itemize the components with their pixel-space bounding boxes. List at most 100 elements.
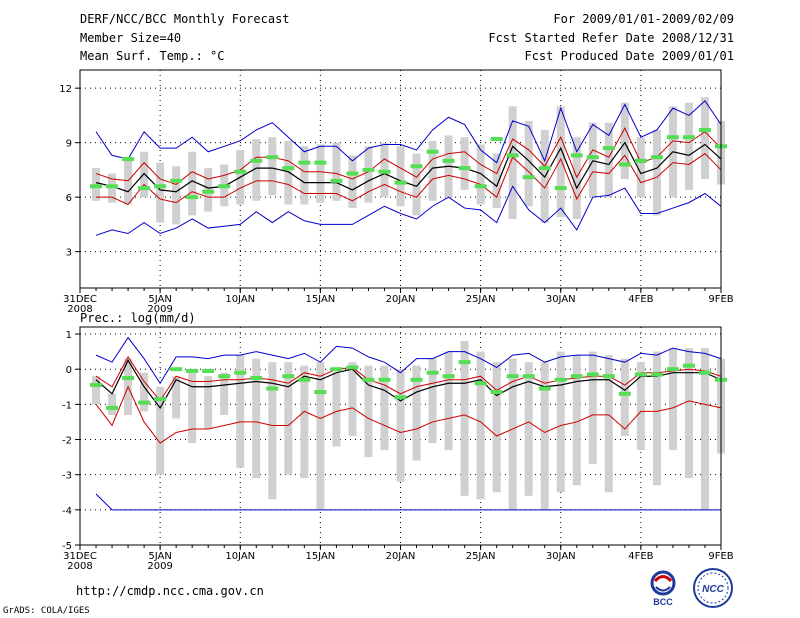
green-marker [666, 367, 679, 372]
ensemble-bar [460, 137, 469, 190]
x-tick-label: 20JAN [386, 551, 416, 562]
red-upper-line [95, 127, 722, 186]
ensemble-bar [364, 146, 373, 203]
ensemble-bar [652, 351, 661, 486]
green-marker [538, 166, 551, 171]
ensemble-bar [284, 362, 293, 475]
y-tick-label: -3 [62, 471, 72, 482]
green-marker [442, 374, 455, 379]
fcst-started-date: Fcst Started Refer Date 2008/12/31 [488, 31, 734, 45]
x-tick-label: 10JAN [225, 551, 255, 562]
green-marker [218, 374, 231, 379]
green-marker [234, 370, 247, 375]
green-marker [666, 135, 679, 140]
variable-label-prec: Prec.: log(mm/d) [80, 311, 196, 325]
green-marker [202, 189, 215, 194]
ensemble-bar [396, 146, 405, 207]
x-tick-year: 2009 [147, 561, 172, 572]
green-marker [330, 367, 343, 372]
ensemble-bar [700, 97, 709, 179]
ensemble-bar [140, 372, 149, 412]
ensemble-bar [668, 348, 677, 451]
ensemble-bar [188, 372, 197, 444]
x-tick-label: 9FEB [708, 294, 733, 305]
green-marker [602, 374, 615, 379]
bcc-logo: BCC [650, 570, 676, 607]
green-marker [170, 367, 183, 372]
green-marker [442, 158, 455, 163]
ensemble-bar [252, 139, 261, 201]
green-marker [634, 158, 647, 163]
ensemble-bar [428, 140, 437, 201]
red-lower-line [96, 152, 722, 206]
ensemble-bar [332, 142, 341, 201]
blue-max-line [95, 336, 722, 385]
x-tick-label: 30JAN [546, 294, 576, 305]
ensemble-bar [332, 372, 341, 447]
green-marker [618, 162, 631, 167]
green-marker [554, 377, 567, 382]
green-marker [410, 164, 423, 169]
y-tick-label: -5 [62, 541, 72, 552]
green-marker [570, 374, 583, 379]
ensemble-bar [636, 362, 645, 451]
y-tick-label: 3 [66, 248, 72, 259]
ensemble-bar [316, 362, 325, 510]
green-marker [554, 186, 567, 191]
green-marker [266, 386, 279, 391]
source-url[interactable]: http://cmdp.ncc.cma.gov.cn [76, 584, 264, 598]
green-marker [282, 374, 295, 379]
green-marker [378, 377, 391, 382]
green-marker [474, 184, 487, 189]
ensemble-bar [636, 137, 645, 198]
y-tick-label: 9 [66, 139, 72, 150]
x-tick-label: 25JAN [466, 294, 496, 305]
ncc-logo: NCC [693, 568, 733, 608]
x-tick-label: 15JAN [305, 551, 335, 562]
forecast-range: For 2009/01/01-2009/02/09 [553, 12, 734, 26]
green-marker [298, 160, 311, 165]
green-marker [650, 372, 663, 377]
bcc-logo-text: BCC [653, 597, 673, 607]
ensemble-bar [156, 386, 165, 475]
green-marker [538, 386, 551, 391]
grads-credit: GrADS: COLA/IGES [3, 606, 90, 616]
green-marker [362, 377, 375, 382]
green-marker [186, 195, 199, 200]
green-marker [250, 158, 263, 163]
x-tick-year: 2008 [67, 304, 92, 315]
ensemble-bar [412, 153, 421, 216]
green-marker [234, 169, 247, 174]
green-marker [90, 184, 103, 189]
variable-label-temp: Mean Surf. Temp.: °C [80, 49, 225, 63]
ensemble-bar [588, 122, 597, 198]
ensemble-bar [140, 151, 149, 198]
green-marker [426, 370, 439, 375]
green-marker [682, 135, 695, 140]
green-marker [362, 167, 375, 172]
ensemble-bar [444, 351, 453, 451]
ncc-logo-text: NCC [702, 584, 724, 595]
ensemble-bar [684, 102, 693, 190]
green-marker [458, 360, 471, 365]
red-lower-line [95, 385, 722, 444]
green-marker [154, 397, 167, 402]
member-size: Member Size=40 [80, 31, 182, 45]
ensemble-bar [348, 155, 357, 209]
green-marker [506, 153, 519, 158]
green-marker [282, 166, 295, 171]
green-marker [266, 155, 279, 160]
ensemble-bar [652, 129, 661, 216]
ensemble-mean-line [95, 359, 722, 409]
ensemble-bar [700, 348, 709, 510]
green-marker [618, 391, 631, 396]
ensemble-bar [572, 355, 581, 486]
blue-max-line [95, 100, 722, 164]
y-tick-label: 12 [59, 84, 72, 95]
green-marker [490, 137, 503, 142]
x-tick-label: 4FEB [628, 294, 653, 305]
x-tick-label: 25JAN [466, 551, 496, 562]
ensemble-bar [300, 146, 309, 205]
ensemble-bar [364, 365, 373, 458]
plot-frame [79, 326, 722, 546]
